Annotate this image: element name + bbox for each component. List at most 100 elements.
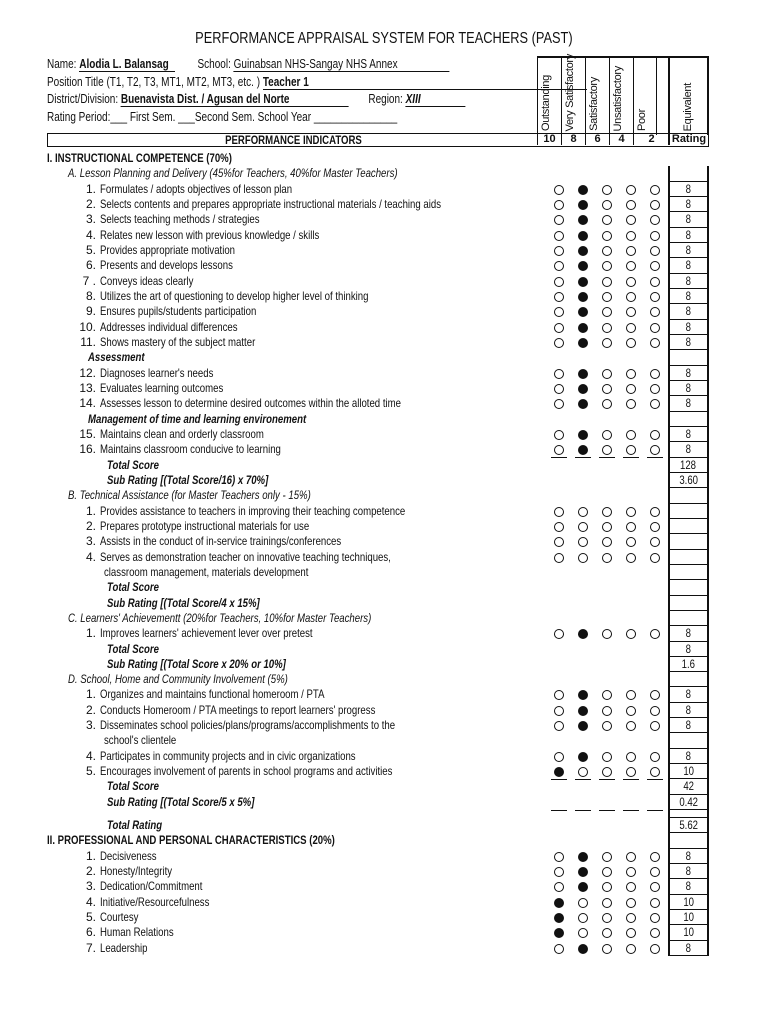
rating-radio-satisfactory[interactable] [602, 307, 612, 318]
rating-radio-unsatisfactory[interactable] [626, 399, 636, 410]
rating-radio-unsatisfactory[interactable] [626, 767, 636, 778]
rating-radio-poor[interactable] [650, 322, 660, 333]
rating-radio-poor[interactable] [650, 767, 660, 778]
position-value[interactable]: Teacher 1 [262, 75, 587, 90]
rating-radio-poor[interactable] [650, 537, 660, 548]
rating-radio-poor[interactable] [650, 215, 660, 226]
rating-radio-very-satisfactory[interactable] [578, 705, 588, 716]
rating-radio-outstanding[interactable] [554, 383, 564, 394]
rating-radio-unsatisfactory[interactable] [626, 322, 636, 333]
rating-radio-outstanding[interactable] [554, 751, 564, 762]
rating-radio-poor[interactable] [650, 851, 660, 862]
rating-radio-unsatisfactory[interactable] [626, 690, 636, 701]
rating-radio-outstanding[interactable] [554, 368, 564, 379]
rating-radio-unsatisfactory[interactable] [626, 368, 636, 379]
rating-radio-outstanding[interactable] [554, 851, 564, 862]
rating-radio-poor[interactable] [650, 506, 660, 517]
rating-radio-unsatisfactory[interactable] [626, 506, 636, 517]
rating-radio-poor[interactable] [650, 291, 660, 302]
rating-radio-satisfactory[interactable] [602, 291, 612, 302]
rating-radio-outstanding[interactable] [554, 721, 564, 732]
rating-radio-satisfactory[interactable] [602, 521, 612, 532]
rating-radio-unsatisfactory[interactable] [626, 383, 636, 394]
rating-radio-poor[interactable] [650, 552, 660, 563]
rating-radio-satisfactory[interactable] [602, 429, 612, 440]
rating-radio-very-satisfactory[interactable] [578, 521, 588, 532]
rating-radio-satisfactory[interactable] [602, 897, 612, 908]
rating-radio-very-satisfactory[interactable] [578, 307, 588, 318]
rating-radio-satisfactory[interactable] [602, 215, 612, 226]
rating-radio-outstanding[interactable] [554, 245, 564, 256]
rating-radio-very-satisfactory[interactable] [578, 537, 588, 548]
rating-radio-very-satisfactory[interactable] [578, 943, 588, 954]
rating-radio-satisfactory[interactable] [602, 751, 612, 762]
rating-radio-very-satisfactory[interactable] [578, 245, 588, 256]
rating-radio-poor[interactable] [650, 751, 660, 762]
rating-radio-satisfactory[interactable] [602, 230, 612, 241]
rating-radio-satisfactory[interactable] [602, 705, 612, 716]
rating-radio-outstanding[interactable] [554, 928, 564, 939]
rating-radio-poor[interactable] [650, 705, 660, 716]
rating-radio-very-satisfactory[interactable] [578, 383, 588, 394]
rating-radio-unsatisfactory[interactable] [626, 851, 636, 862]
rating-radio-poor[interactable] [650, 383, 660, 394]
rating-radio-very-satisfactory[interactable] [578, 322, 588, 333]
rating-radio-poor[interactable] [650, 307, 660, 318]
school-value[interactable]: Guinabsan NHS-Sangay NHS Annex [233, 57, 450, 72]
rating-radio-satisfactory[interactable] [602, 506, 612, 517]
rating-radio-outstanding[interactable] [554, 913, 564, 924]
rating-radio-very-satisfactory[interactable] [578, 184, 588, 195]
rating-radio-unsatisfactory[interactable] [626, 291, 636, 302]
rating-radio-poor[interactable] [650, 943, 660, 954]
rating-radio-outstanding[interactable] [554, 307, 564, 318]
rating-radio-outstanding[interactable] [554, 943, 564, 954]
rating-radio-very-satisfactory[interactable] [578, 751, 588, 762]
rating-radio-very-satisfactory[interactable] [578, 629, 588, 640]
rating-radio-unsatisfactory[interactable] [626, 245, 636, 256]
rating-radio-outstanding[interactable] [554, 767, 564, 778]
rating-radio-unsatisfactory[interactable] [626, 913, 636, 924]
rating-radio-poor[interactable] [650, 399, 660, 410]
rating-radio-very-satisfactory[interactable] [578, 230, 588, 241]
rating-radio-unsatisfactory[interactable] [626, 928, 636, 939]
rating-radio-outstanding[interactable] [554, 429, 564, 440]
rating-radio-poor[interactable] [650, 721, 660, 732]
rating-radio-satisfactory[interactable] [602, 368, 612, 379]
rating-radio-unsatisfactory[interactable] [626, 337, 636, 348]
rating-radio-poor[interactable] [650, 897, 660, 908]
rating-radio-satisfactory[interactable] [602, 882, 612, 893]
rating-radio-poor[interactable] [650, 445, 660, 456]
rating-radio-satisfactory[interactable] [602, 276, 612, 287]
rating-radio-very-satisfactory[interactable] [578, 928, 588, 939]
rating-radio-very-satisfactory[interactable] [578, 215, 588, 226]
rating-radio-poor[interactable] [650, 928, 660, 939]
rating-radio-satisfactory[interactable] [602, 867, 612, 878]
rating-radio-poor[interactable] [650, 245, 660, 256]
rating-radio-poor[interactable] [650, 867, 660, 878]
rating-radio-unsatisfactory[interactable] [626, 429, 636, 440]
rating-radio-outstanding[interactable] [554, 705, 564, 716]
rating-radio-satisfactory[interactable] [602, 261, 612, 272]
rating-radio-poor[interactable] [650, 913, 660, 924]
rating-radio-very-satisfactory[interactable] [578, 851, 588, 862]
rating-radio-outstanding[interactable] [554, 867, 564, 878]
rating-radio-outstanding[interactable] [554, 261, 564, 272]
rating-radio-outstanding[interactable] [554, 537, 564, 548]
district-value[interactable]: Buenavista Dist. / Agusan del Norte [120, 92, 349, 107]
rating-radio-unsatisfactory[interactable] [626, 552, 636, 563]
rating-radio-poor[interactable] [650, 199, 660, 210]
rating-radio-poor[interactable] [650, 276, 660, 287]
rating-radio-poor[interactable] [650, 521, 660, 532]
rating-radio-outstanding[interactable] [554, 291, 564, 302]
rating-radio-very-satisfactory[interactable] [578, 721, 588, 732]
rating-radio-unsatisfactory[interactable] [626, 537, 636, 548]
rating-radio-poor[interactable] [650, 261, 660, 272]
rating-radio-unsatisfactory[interactable] [626, 882, 636, 893]
rating-radio-unsatisfactory[interactable] [626, 521, 636, 532]
rating-radio-satisfactory[interactable] [602, 629, 612, 640]
rating-radio-outstanding[interactable] [554, 199, 564, 210]
rating-radio-satisfactory[interactable] [602, 943, 612, 954]
rating-radio-very-satisfactory[interactable] [578, 913, 588, 924]
rating-radio-unsatisfactory[interactable] [626, 751, 636, 762]
rating-radio-satisfactory[interactable] [602, 184, 612, 195]
